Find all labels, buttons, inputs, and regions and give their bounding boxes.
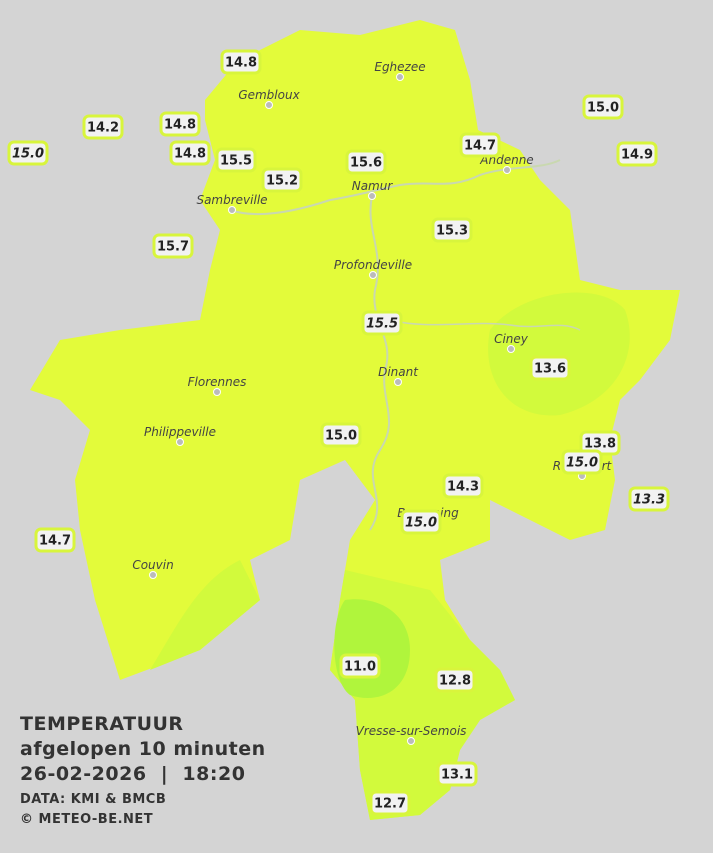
station-value: 14.8 xyxy=(174,147,206,162)
station-value: 15.5 xyxy=(220,154,252,169)
station-box xyxy=(582,94,624,120)
city-dot xyxy=(265,101,273,109)
station-value: 14.9 xyxy=(621,148,653,163)
city-dot xyxy=(149,571,157,579)
station-value: 15.2 xyxy=(266,174,298,189)
subtitle: afgelopen 10 minuten xyxy=(20,738,266,760)
river xyxy=(369,195,390,531)
station-box xyxy=(400,509,442,535)
station-value: 15.0 xyxy=(587,101,619,116)
station-box xyxy=(459,132,501,158)
station-value: 15.3 xyxy=(436,224,468,239)
source: DATA: KMI & BMCB xyxy=(20,792,166,807)
title: TEMPERATUUR xyxy=(20,713,184,735)
city-name: Namur xyxy=(352,179,394,193)
station-box xyxy=(169,140,211,166)
city-name: Couvin xyxy=(132,558,173,572)
station-value: 15.5 xyxy=(366,317,398,332)
station-value: 12.7 xyxy=(374,797,406,812)
station-box xyxy=(320,422,362,448)
station-box xyxy=(215,147,257,173)
city-name: Sambreville xyxy=(196,193,267,207)
station-box xyxy=(529,355,571,381)
station-value: 14.7 xyxy=(39,534,71,549)
city-name: Philippeville xyxy=(144,425,216,439)
city-name: Florennes xyxy=(188,375,247,389)
station-box xyxy=(82,114,124,140)
station-value: 13.3 xyxy=(633,493,665,508)
station-value: 13.8 xyxy=(584,437,616,452)
station-value: 14.7 xyxy=(464,139,496,154)
station-box xyxy=(34,527,76,553)
station-value: 14.2 xyxy=(87,121,119,136)
station-value: 15.0 xyxy=(566,456,598,471)
station-value: 12.8 xyxy=(439,674,471,689)
city-dot xyxy=(369,271,377,279)
cool-zone xyxy=(150,560,260,670)
station-value: 13.1 xyxy=(441,768,473,783)
station-box xyxy=(561,449,603,475)
datetime: 26-02-2026 | 18:20 xyxy=(20,763,245,785)
station-value: 15.0 xyxy=(325,429,357,444)
station-box xyxy=(431,217,473,243)
credit: © METEO-BE.NET xyxy=(20,812,153,827)
station-box xyxy=(159,111,201,137)
city-dot xyxy=(228,206,236,214)
city-dot xyxy=(407,737,415,745)
station-box xyxy=(369,790,411,816)
station-box xyxy=(628,486,670,512)
city-dot xyxy=(507,345,515,353)
city-dot xyxy=(396,73,404,81)
station-value: 14.3 xyxy=(447,480,479,495)
station-value: 14.8 xyxy=(225,56,257,71)
cool-zone xyxy=(488,292,630,416)
city-dot xyxy=(213,388,221,396)
city-dot xyxy=(503,166,511,174)
station-value: 11.0 xyxy=(344,660,376,675)
station-value: 14.8 xyxy=(164,118,196,133)
station-box xyxy=(345,149,387,175)
city-dot xyxy=(394,378,402,386)
station-value: 15.7 xyxy=(157,240,189,255)
station-box xyxy=(152,233,194,259)
station-value: 13.6 xyxy=(534,362,566,377)
city-name: Profondeville xyxy=(334,258,412,272)
station-box xyxy=(339,653,381,679)
station-value: 15.0 xyxy=(405,516,437,531)
city-name: Dinant xyxy=(378,365,419,379)
station-box xyxy=(261,167,303,193)
city-name: Eghezee xyxy=(374,60,425,74)
city-name: Vresse-sur-Semois xyxy=(356,724,467,738)
river xyxy=(389,319,581,331)
station-box xyxy=(436,761,478,787)
city-name: Gembloux xyxy=(238,88,300,102)
city-dot xyxy=(176,438,184,446)
station-value: 15.6 xyxy=(350,156,382,171)
station-box xyxy=(442,473,484,499)
city-dot xyxy=(368,192,376,200)
station-value: 15.0 xyxy=(12,147,44,162)
city-name: Ciney xyxy=(494,332,529,346)
station-box xyxy=(434,667,476,693)
station-box xyxy=(616,141,658,167)
station-box xyxy=(7,140,49,166)
station-box xyxy=(220,49,262,75)
station-box xyxy=(361,310,403,336)
